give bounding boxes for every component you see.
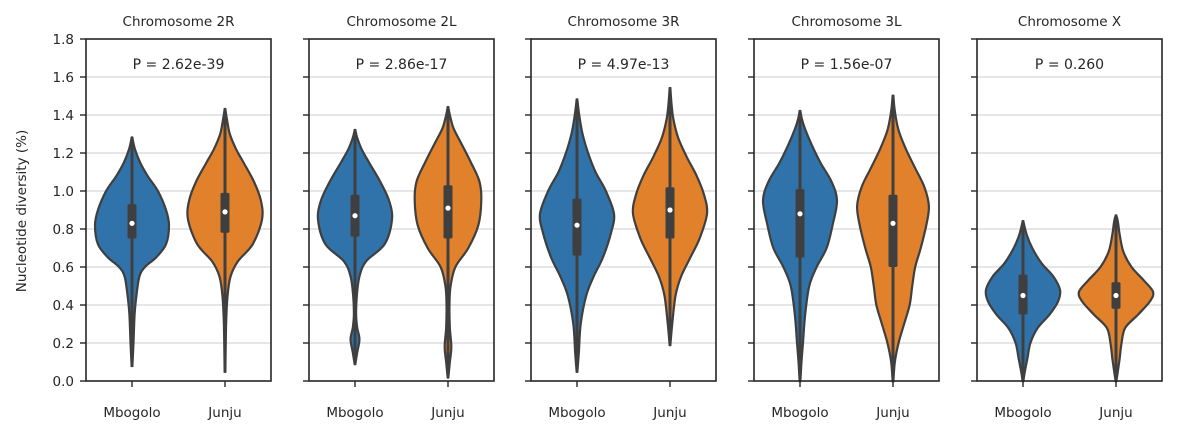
x-tick-label: Junju xyxy=(207,405,241,421)
y-tick-label: 1.0 xyxy=(53,184,74,200)
median-point-mbogolo xyxy=(129,220,135,226)
plot-frame xyxy=(976,38,1163,382)
x-tick-label: Junju xyxy=(430,405,464,421)
panel-4: Mbogolo Junju Chromosome 3L P = 1.56e-07 xyxy=(748,14,940,421)
x-tick-label: Mbogolo xyxy=(326,405,383,421)
y-tick-label: 0.8 xyxy=(53,222,74,238)
x-tick-label: Junju xyxy=(875,405,909,421)
plot-frame xyxy=(753,38,940,382)
median-point-junju xyxy=(222,209,228,215)
p-value-annotation: P = 4.97e-13 xyxy=(578,57,670,73)
x-tick-label: Junju xyxy=(1098,405,1132,421)
median-point-junju xyxy=(1113,292,1119,299)
x-tick-label: Mbogolo xyxy=(103,405,160,421)
y-tick-label: 0.0 xyxy=(53,374,74,390)
panel-5: Mbogolo Junju Chromosome X P = 0.260 xyxy=(971,14,1163,421)
iqr-box-junju xyxy=(888,194,898,267)
iqr-box-mbogolo xyxy=(795,189,805,258)
y-tick-label: 0.4 xyxy=(53,298,74,314)
y-tick-label: 1.6 xyxy=(53,70,74,86)
iqr-box-junju xyxy=(443,185,453,239)
panel-title: Chromosome 2R xyxy=(123,14,235,30)
y-tick-label: 1.2 xyxy=(53,146,74,162)
median-point-junju xyxy=(445,205,451,211)
plot-frame xyxy=(308,38,495,382)
median-point-mbogolo xyxy=(352,213,358,219)
panel-1: 0.0 0.2 0.4 0.6 0.8 1.0 1.2 1.4 1.6 1.8 Mbogolo Jun… xyxy=(53,14,272,421)
x-tick-label: Junju xyxy=(652,405,686,421)
y-axis-label: Nucleotide diversity (%) xyxy=(14,130,30,293)
panels: 0.0 0.2 0.4 0.6 0.8 1.0 1.2 1.4 1.6 1.8 Mbogolo Jun… xyxy=(53,14,1163,421)
p-value-annotation: P = 2.86e-17 xyxy=(356,57,448,73)
p-value-annotation: P = 2.62e-39 xyxy=(133,57,225,73)
panel-title: Chromosome 3R xyxy=(568,14,680,30)
y-tick-label: 1.8 xyxy=(53,32,74,48)
panel-2: Mbogolo Junju Chromosome 2L P = 2.86e-17 xyxy=(303,14,495,421)
median-point-mbogolo xyxy=(1020,292,1026,299)
panel-title: Chromosome 3L xyxy=(791,14,902,30)
y-tick-label: 0.2 xyxy=(53,336,74,352)
y-tick-label: 1.4 xyxy=(53,108,74,124)
panel-title: Chromosome X xyxy=(1018,14,1121,30)
p-value-annotation: P = 0.260 xyxy=(1035,57,1104,73)
median-point-junju xyxy=(890,220,896,226)
plot-frame xyxy=(530,38,717,382)
x-tick-label: Mbogolo xyxy=(994,405,1051,421)
iqr-box-junju xyxy=(665,187,675,239)
x-tick-label: Mbogolo xyxy=(548,405,605,421)
x-tick-label: Mbogolo xyxy=(771,405,828,421)
plot-frame xyxy=(85,38,272,382)
median-point-mbogolo xyxy=(797,211,803,217)
panel-title: Chromosome 2L xyxy=(346,14,457,30)
y-tick-label: 0.6 xyxy=(53,260,74,276)
median-point-mbogolo xyxy=(574,222,580,228)
p-value-annotation: P = 1.56e-07 xyxy=(801,57,893,73)
panel-3: Mbogolo Junju Chromosome 3R P = 4.97e-13 xyxy=(525,14,717,421)
median-point-junju xyxy=(667,207,673,213)
